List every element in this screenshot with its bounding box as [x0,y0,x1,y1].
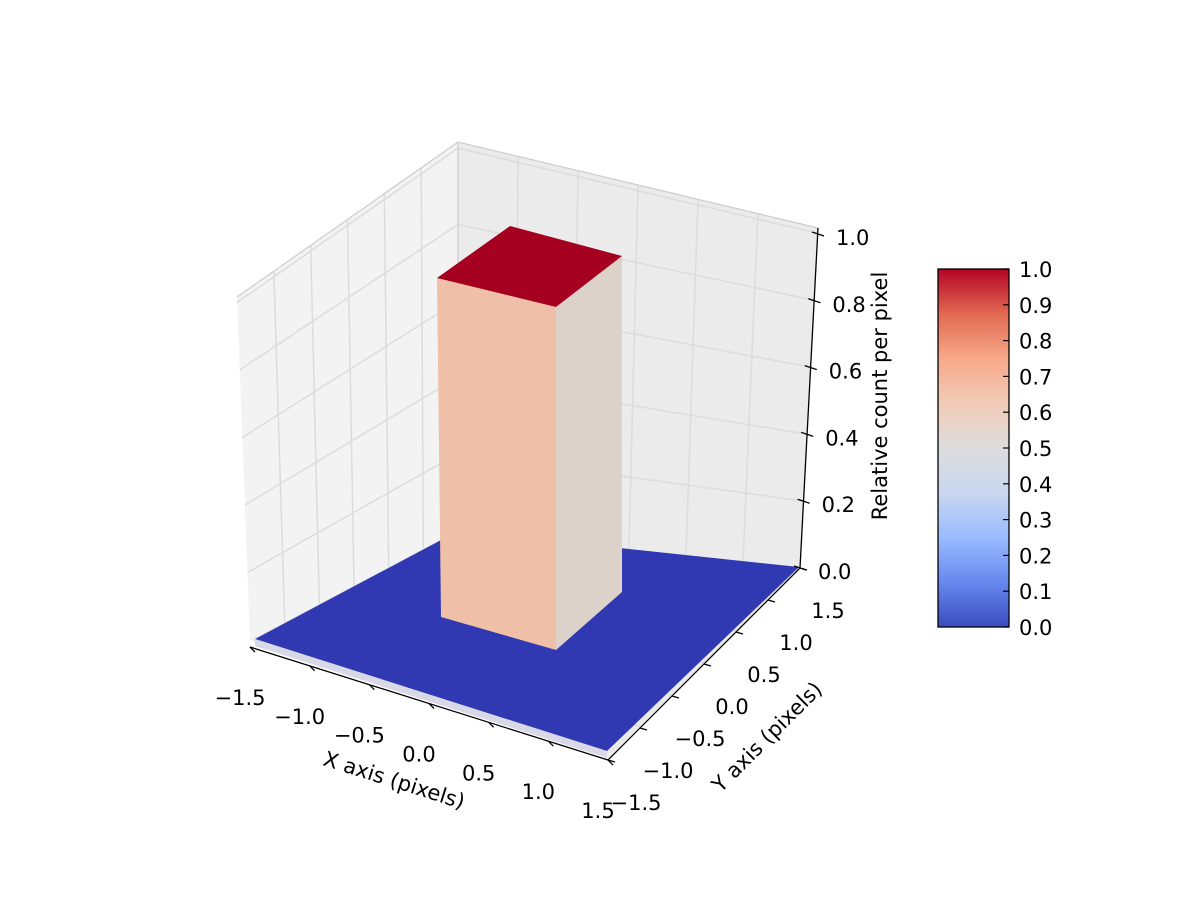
colorbar-gradient [937,268,1010,628]
colorbar: 0.0 0.1 0.2 0.3 0.4 0.5 0.6 0.7 0.8 0.9 1.0 [937,258,1052,640]
z-tick-label: 0.2 [822,493,855,517]
x-tick-mark [428,703,435,709]
z-tick-label: 0.8 [832,293,865,317]
y-tick-mark [735,631,744,635]
colorbar-tick-label: 0.7 [1019,365,1052,389]
z-tick-mark [797,498,810,504]
y-tick-mark [703,663,712,667]
y-tick-label: 0.0 [715,695,748,719]
colorbar-tick-label: 0.5 [1019,437,1052,461]
x-tick-mark [488,721,495,728]
x-tick-label: 1.0 [522,780,555,804]
x-axis-label: X axis (pixels) [320,747,467,814]
x-tick-label: −1.0 [274,705,325,729]
z-tick-mark [804,364,818,371]
x-tick-label: 0.5 [462,761,495,785]
x-tick-label: 0.0 [402,743,435,767]
z-tick-mark [793,565,807,571]
y-tick-mark [767,599,776,603]
z-tick-mark [800,431,814,438]
colorbar-tick-label: 0.6 [1019,401,1052,425]
z-tick-label: 0.4 [825,426,858,450]
y-tick-mark [671,695,680,699]
y-tick-label: −1.0 [643,759,694,783]
y-tick-label: −1.5 [611,791,662,815]
bar-side-face [556,256,622,650]
y-tick-mark [607,759,616,763]
bar-front-face [437,278,556,650]
bar-top-face [437,226,622,307]
y-tick-label: −0.5 [675,727,726,751]
z-tick-label: 1.0 [836,226,869,250]
x-tick-mark [547,740,554,747]
z-tick-mark [811,231,825,237]
x-axis-ticks: −1.5 −1.0 −0.5 0.0 0.5 1.0 1.5 [215,646,615,823]
colorbar-tick-label: 1.0 [1019,258,1052,282]
x-tick-mark [309,665,316,672]
bar [437,226,622,650]
z-axis-label: Relative count per pixel [868,272,892,521]
floor-edge [255,639,607,758]
colorbar-tick-label: 0.1 [1019,580,1052,604]
y-tick-mark [639,727,648,731]
y-axis-ticks: −1.5 −1.0 −0.5 0.0 0.5 1.0 1.5 [607,567,845,815]
colorbar-tick-label: 0.4 [1019,473,1052,497]
y-tick-label: 0.5 [747,663,780,687]
x-tick-mark [249,646,256,653]
z-tick-label: 0.0 [818,560,851,584]
colorbar-tick-label: 0.3 [1019,509,1052,533]
x-tick-label: −1.5 [215,686,266,710]
x-tick-label: −0.5 [334,724,385,748]
colorbar-tick-label: 0.0 [1019,616,1052,640]
z-axis-ticks: 0.0 0.2 0.4 0.6 0.8 1.0 [793,226,869,584]
z-tick-mark [808,298,821,304]
z-axis-line [799,227,819,569]
z-tick-label: 0.6 [829,360,862,384]
colorbar-tick-label: 0.8 [1019,330,1052,354]
left-pane [237,142,458,640]
colorbar-tick-label: 0.2 [1019,544,1052,568]
x-tick-mark [368,684,375,691]
colorbar-ticks: 0.0 0.1 0.2 0.3 0.4 0.5 0.6 0.7 0.8 0.9 1.0 [1003,258,1052,640]
x-tick-label: 1.5 [581,799,614,823]
y-tick-label: 1.5 [811,599,844,623]
y-tick-label: 1.0 [779,631,812,655]
colorbar-tick-label: 0.9 [1019,294,1052,318]
